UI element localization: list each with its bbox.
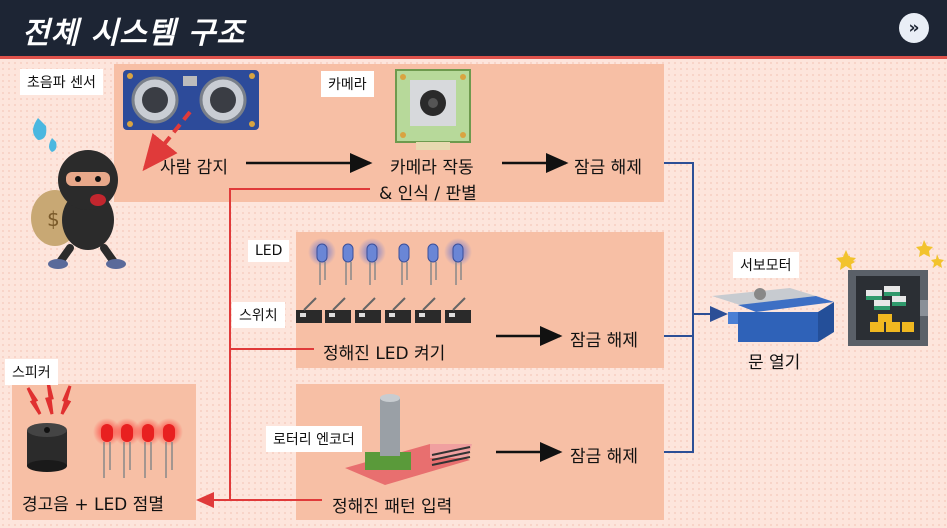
next-slide-button[interactable]: » (899, 13, 929, 43)
recognize-text: & 인식 / 판별 (379, 184, 477, 204)
ultrasonic-sensor-icon (123, 70, 259, 130)
safe-icon (836, 240, 944, 346)
unlock-text-1: 잠금 해제 (574, 158, 642, 178)
title-underline (0, 56, 947, 59)
thief-icon: $ (31, 118, 126, 269)
camera-module-icon (395, 69, 471, 150)
camera-action-text: 카메라 작동 (390, 158, 474, 178)
camera-label: 카메라 (321, 71, 374, 97)
ultrasonic-sensor-label: 초음파 센서 (20, 69, 103, 95)
servo-motor-icon (712, 288, 834, 342)
led-step-text: 정해진 LED 켜기 (323, 344, 446, 364)
encoder-label: 로터리 엔코더 (266, 426, 362, 452)
pattern-text: 정해진 패턴 입력 (332, 497, 453, 517)
encoder-panel (296, 384, 664, 520)
svg-text:$: $ (47, 207, 60, 231)
unlock-text-2: 잠금 해제 (570, 331, 638, 351)
blue-led-row-icon (308, 238, 472, 285)
led-label: LED (248, 240, 290, 262)
led-panel (296, 232, 664, 368)
switch-row-icon (296, 297, 471, 323)
unlock-text-3: 잠금 해제 (570, 447, 638, 467)
speaker-label: 스피커 (5, 359, 58, 385)
red-led-row-icon (93, 418, 183, 478)
rotary-encoder-icon (345, 394, 472, 485)
servo-label: 서보모터 (733, 252, 799, 278)
speaker-icon (26, 381, 72, 472)
alarm-text: 경고음 + LED 점멸 (22, 495, 164, 515)
detect-beam (142, 110, 192, 172)
title-bar (0, 0, 947, 58)
switch-label: 스위치 (232, 302, 285, 328)
page-title: 전체 시스템 구조 (22, 16, 246, 51)
door-text: 문 열기 (748, 353, 801, 373)
detect-text: 사람 감지 (160, 158, 228, 178)
